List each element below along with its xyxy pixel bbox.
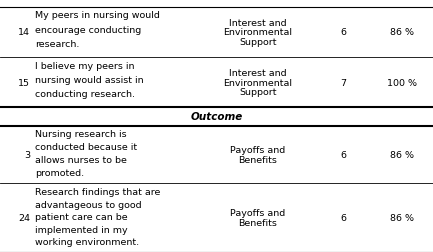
Text: nursing would assist in: nursing would assist in xyxy=(35,76,143,85)
Text: 3: 3 xyxy=(24,150,30,159)
Text: Research findings that are: Research findings that are xyxy=(35,187,160,196)
Text: research.: research. xyxy=(35,40,79,49)
Text: 6: 6 xyxy=(340,150,346,159)
Text: My peers in nursing would: My peers in nursing would xyxy=(35,11,159,20)
Text: 6: 6 xyxy=(340,28,346,37)
Text: allows nurses to be: allows nurses to be xyxy=(35,155,126,164)
Text: Interest and: Interest and xyxy=(229,19,287,27)
Text: implemented in my: implemented in my xyxy=(35,225,127,234)
Text: promoted.: promoted. xyxy=(35,168,84,177)
Text: 100 %: 100 % xyxy=(387,78,417,87)
Text: Support: Support xyxy=(239,88,276,97)
Text: Outcome: Outcome xyxy=(191,112,242,122)
Text: Environmental: Environmental xyxy=(223,78,292,87)
Text: working environment.: working environment. xyxy=(35,237,139,246)
Text: Payoffs and: Payoffs and xyxy=(230,146,285,154)
Text: 86 %: 86 % xyxy=(390,150,414,159)
Text: 6: 6 xyxy=(340,213,346,222)
Text: Benefits: Benefits xyxy=(238,155,277,164)
Text: I believe my peers in: I believe my peers in xyxy=(35,61,134,70)
Text: 24: 24 xyxy=(18,213,30,222)
Text: encourage conducting: encourage conducting xyxy=(35,26,141,35)
Text: 7: 7 xyxy=(340,78,346,87)
Text: Nursing research is: Nursing research is xyxy=(35,130,126,139)
Text: conducted because it: conducted because it xyxy=(35,143,137,152)
Text: advantageous to good: advantageous to good xyxy=(35,200,141,209)
Text: conducting research.: conducting research. xyxy=(35,90,135,99)
Text: Payoffs and: Payoffs and xyxy=(230,208,285,217)
Text: patient care can be: patient care can be xyxy=(35,212,127,221)
Text: 15: 15 xyxy=(18,78,30,87)
Text: 14: 14 xyxy=(18,28,30,37)
Text: 86 %: 86 % xyxy=(390,213,414,222)
Text: Interest and: Interest and xyxy=(229,69,287,78)
Text: 86 %: 86 % xyxy=(390,28,414,37)
Text: Benefits: Benefits xyxy=(238,218,277,227)
Text: Environmental: Environmental xyxy=(223,28,292,37)
Text: Support: Support xyxy=(239,38,276,47)
